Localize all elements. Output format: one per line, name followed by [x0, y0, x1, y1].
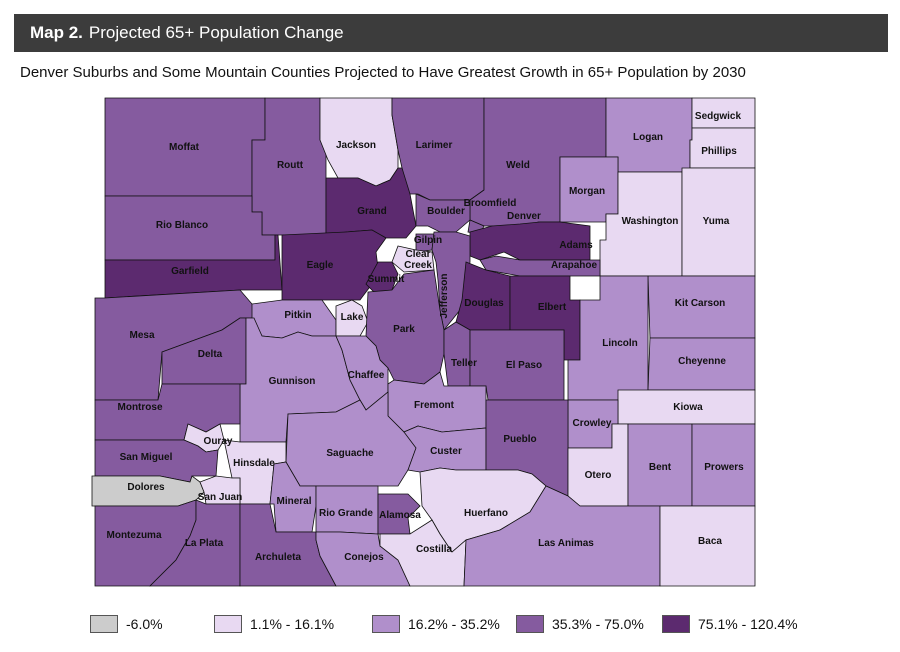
map-subtitle: Denver Suburbs and Some Mountain Countie… [20, 64, 746, 81]
county-label-boulder: Boulder [427, 206, 465, 217]
county-label-hinsdale: Hinsdale [233, 458, 275, 469]
county-label-eagle: Eagle [307, 260, 334, 271]
county-label-moffat: Moffat [169, 142, 200, 153]
county-label-ouray: Ouray [204, 436, 233, 447]
legend-item-low: 1.1% - 16.1% [214, 614, 334, 634]
county-label-la-plata: La Plata [185, 538, 224, 549]
county-label-san-juan: San Juan [198, 492, 242, 503]
county-label-alamosa: Alamosa [379, 510, 421, 521]
county-label-weld: Weld [506, 160, 530, 171]
county-label-montezuma: Montezuma [107, 530, 162, 541]
county-label-mesa: Mesa [129, 330, 154, 341]
county-label-garfield: Garfield [171, 266, 209, 277]
county-label-chaffee: Chaffee [348, 370, 385, 381]
county-label-custer: Custer [430, 446, 462, 457]
county-arapahoe [479, 255, 601, 277]
legend-swatch-decline [90, 615, 118, 633]
county-teller [443, 321, 471, 387]
legend-item-decline: -6.0% [90, 614, 163, 634]
county-label-delta: Delta [198, 349, 223, 360]
county-chaffee [335, 335, 389, 411]
map-legend: -6.0% 1.1% - 16.1% 16.2% - 35.2% 35.3% - 75… [90, 614, 850, 636]
legend-label-high: 35.3% - 75.0% [552, 616, 644, 632]
county-label-clear-creek: Clear Creek [404, 249, 432, 271]
county-label-saguache: Saguache [326, 448, 374, 459]
county-label-otero: Otero [585, 470, 612, 481]
map-number: Map 2. [30, 23, 83, 42]
county-label-el-paso: El Paso [506, 360, 542, 371]
county-label-mineral: Mineral [276, 496, 311, 507]
legend-label-decline: -6.0% [126, 616, 163, 632]
legend-item-highest: 75.1% - 120.4% [662, 614, 798, 634]
county-label-jefferson: Jefferson [439, 273, 450, 318]
county-label-las-animas: Las Animas [538, 538, 594, 549]
legend-label-highest: 75.1% - 120.4% [698, 616, 798, 632]
county-label-costilla: Costilla [416, 544, 453, 555]
county-mineral [269, 461, 317, 533]
county-label-broomfield: Broomfield [464, 198, 517, 209]
county-las-animas [463, 485, 661, 587]
county-label-grand: Grand [357, 206, 386, 217]
county-label-douglas: Douglas [464, 298, 504, 309]
county-label-baca: Baca [698, 536, 722, 547]
colorado-map: Moffat Routt Jackson Larimer Weld Logan Sedgwi… [91, 97, 756, 587]
county-label-dolores: Dolores [127, 482, 165, 493]
county-label-sedgwick: Sedgwick [695, 111, 742, 122]
county-label-washington: Washington [622, 216, 679, 227]
county-label-gunnison: Gunnison [269, 376, 316, 387]
legend-label-low: 1.1% - 16.1% [250, 616, 335, 632]
county-label-adams: Adams [559, 240, 593, 251]
county-label-larimer: Larimer [416, 140, 453, 151]
legend-label-mid: 16.2% - 35.2% [408, 616, 500, 632]
county-la-plata [149, 499, 241, 587]
county-label-cheyenne: Cheyenne [678, 356, 726, 367]
county-label-summit: Summit [368, 274, 405, 285]
county-label-gilpin: Gilpin [414, 235, 442, 246]
map-header: Map 2. Projected 65+ Population Change [14, 14, 888, 52]
county-label-logan: Logan [633, 132, 663, 143]
county-label-kiowa: Kiowa [673, 402, 703, 413]
county-label-montrose: Montrose [118, 402, 163, 413]
legend-item-mid: 16.2% - 35.2% [372, 614, 500, 634]
county-label-fremont: Fremont [414, 400, 455, 411]
county-label-bent: Bent [649, 462, 672, 473]
county-label-yuma: Yuma [703, 216, 730, 227]
county-label-crowley: Crowley [573, 418, 612, 429]
county-label-morgan: Morgan [569, 186, 605, 197]
county-label-denver: Denver [507, 211, 541, 222]
map-title: Projected 65+ Population Change [88, 23, 344, 42]
county-label-prowers: Prowers [704, 462, 744, 473]
counties-layer [91, 97, 756, 587]
county-label-jackson: Jackson [336, 140, 376, 151]
legend-item-high: 35.3% - 75.0% [516, 614, 644, 634]
labels-layer: Moffat Routt Jackson Larimer Weld Logan Sedgwi… [107, 111, 745, 563]
legend-swatch-highest [662, 615, 690, 633]
county-label-pitkin: Pitkin [284, 310, 311, 321]
county-label-elbert: Elbert [538, 302, 567, 313]
county-label-rio-grande: Rio Grande [319, 508, 373, 519]
county-label-lincoln: Lincoln [602, 338, 638, 349]
county-label-san-miguel: San Miguel [120, 452, 173, 463]
legend-swatch-mid [372, 615, 400, 633]
county-label-conejos: Conejos [344, 552, 384, 563]
legend-swatch-high [516, 615, 544, 633]
county-san-juan [199, 475, 241, 505]
county-label-park: Park [393, 324, 415, 335]
county-label-kit-carson: Kit Carson [675, 298, 726, 309]
county-eagle [281, 229, 387, 301]
county-label-pueblo: Pueblo [503, 434, 536, 445]
county-label-archuleta: Archuleta [255, 552, 302, 563]
legend-swatch-low [214, 615, 242, 633]
county-label-teller: Teller [451, 358, 477, 369]
county-label-routt: Routt [277, 160, 304, 171]
county-label-phillips: Phillips [701, 146, 737, 157]
county-label-arapahoe: Arapahoe [551, 260, 598, 271]
county-baca [659, 505, 756, 587]
county-label-lake: Lake [341, 312, 364, 323]
county-label-rio-blanco: Rio Blanco [156, 220, 208, 231]
county-lincoln [567, 275, 649, 401]
county-label-huerfano: Huerfano [464, 508, 508, 519]
